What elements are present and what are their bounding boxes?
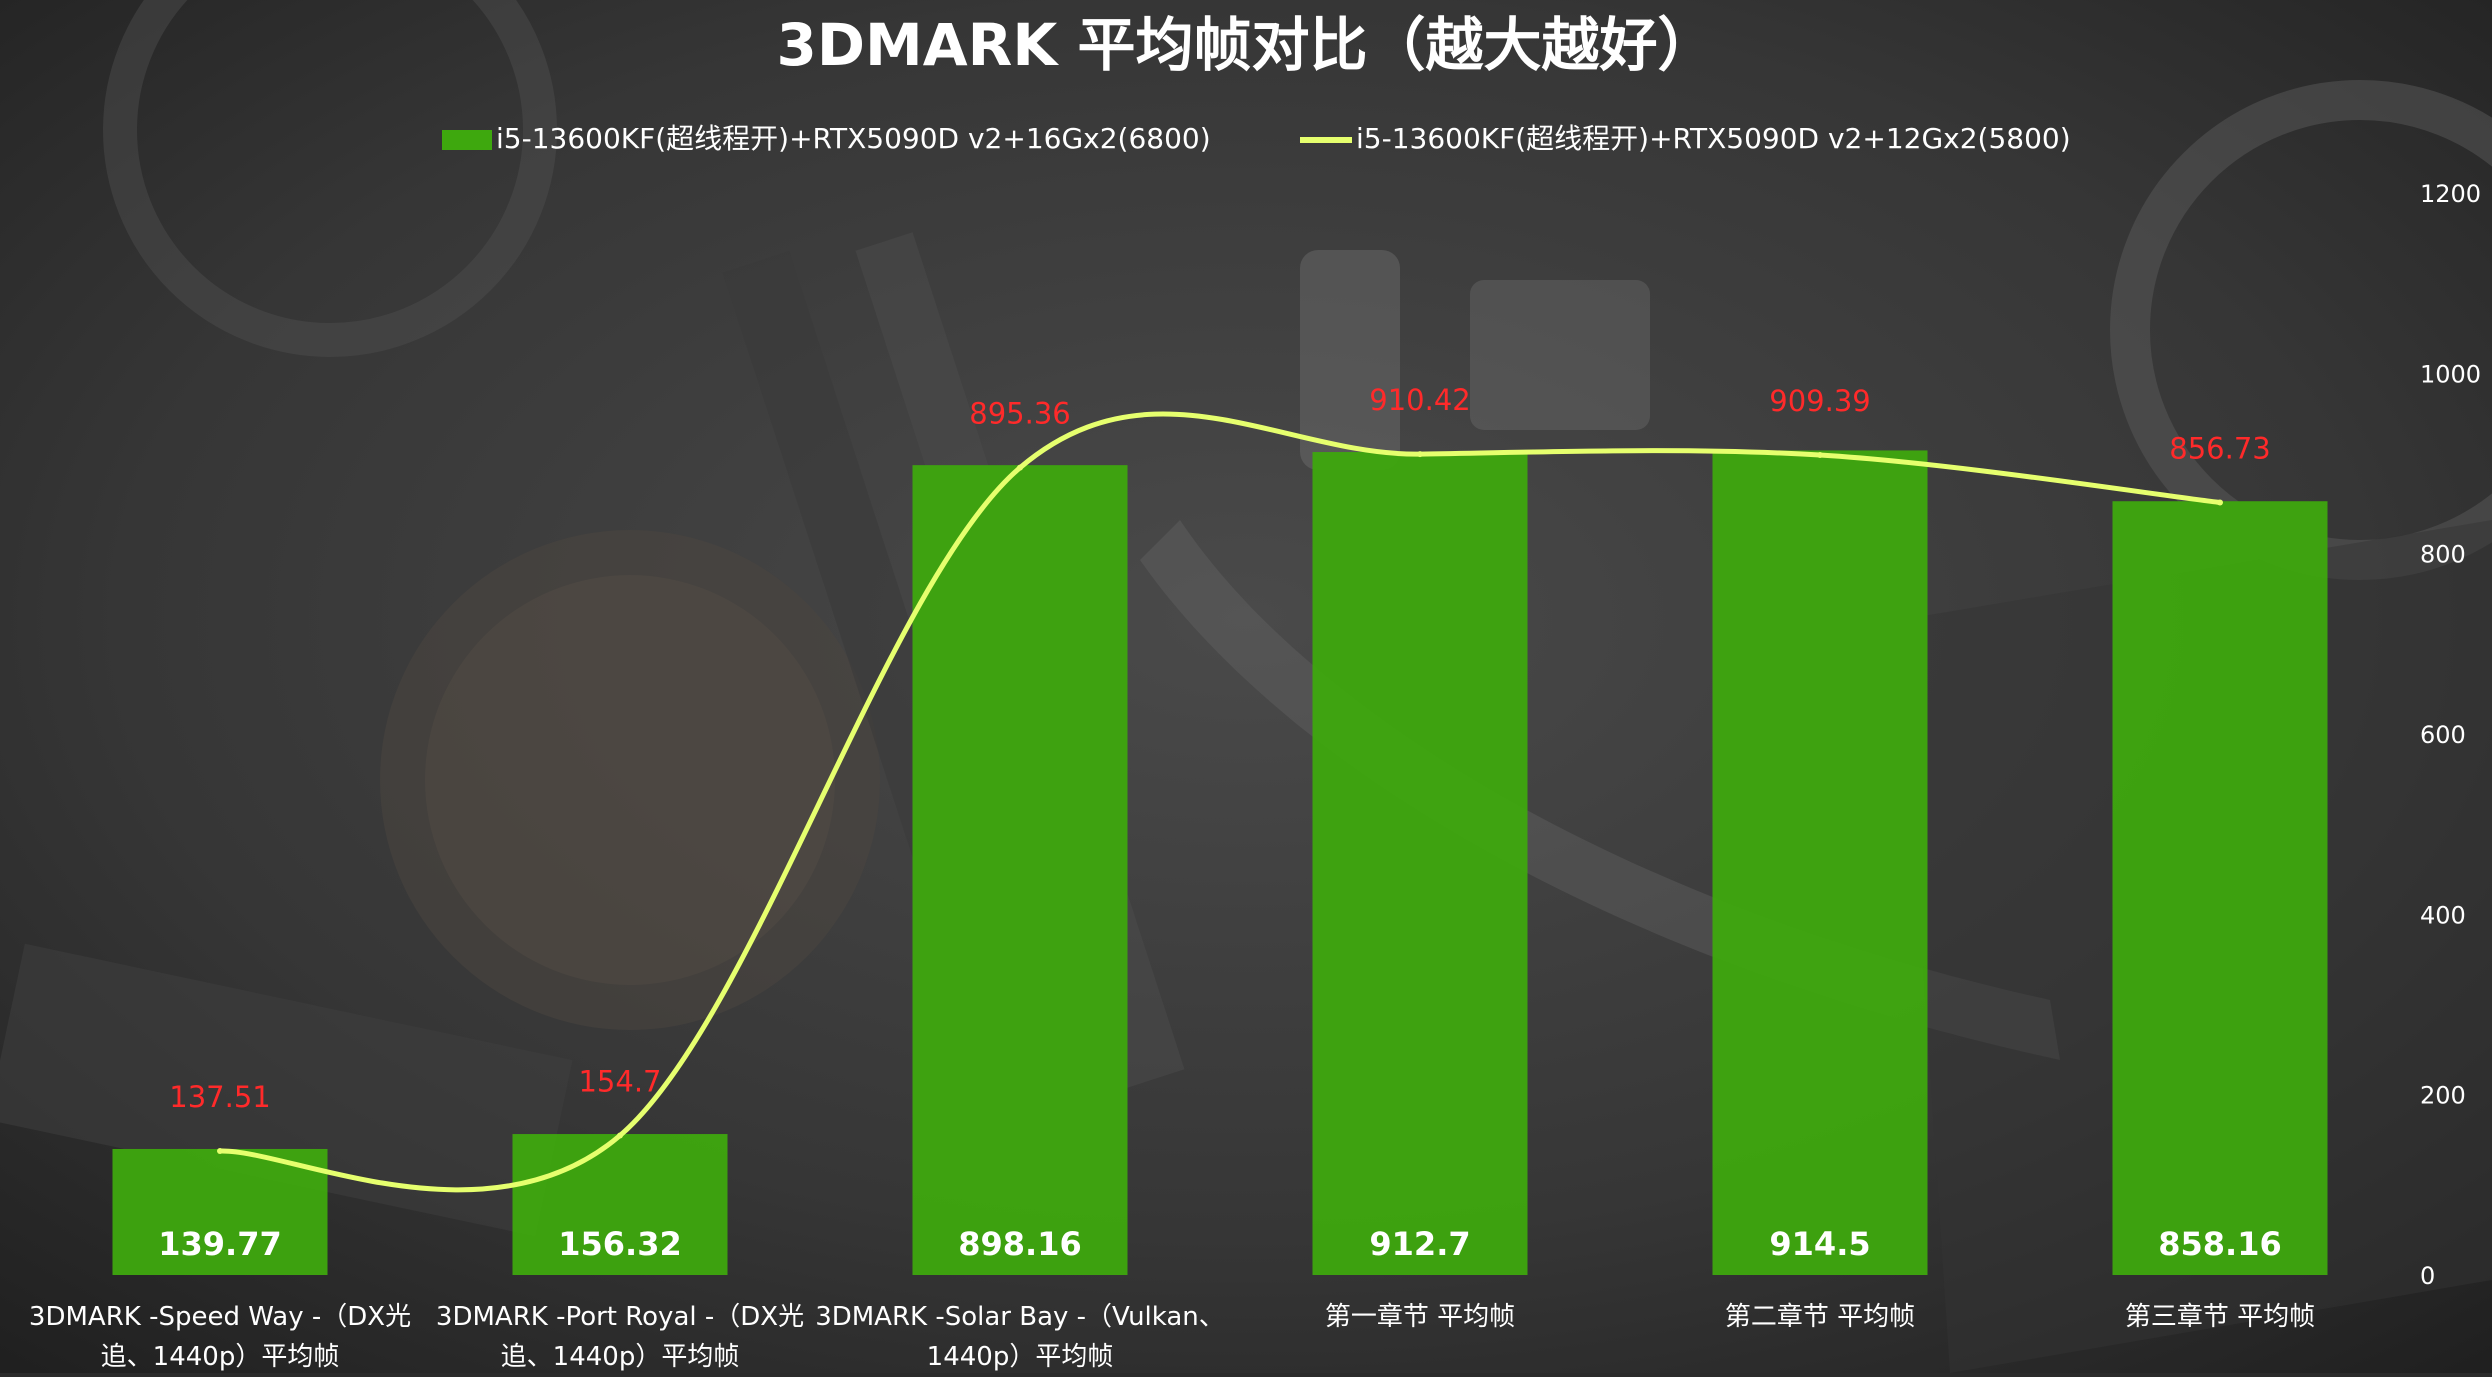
- x-category-label: 第一章节 平均帧: [1325, 1302, 1515, 1332]
- line-series-path: [219, 411, 2221, 1193]
- line-point-2: [617, 1132, 623, 1139]
- x-category-label: 3DMARK -Speed Way -（DX光追、1440p）平均帧: [29, 1302, 411, 1372]
- bar-value-label: 156.32: [558, 1225, 681, 1263]
- line-value-label: 909.39: [1769, 384, 1870, 418]
- y-tick-label: 600: [2420, 721, 2466, 749]
- legend-label-line: i5-13600KF(超线程开)+RTX5090D v2+12Gx2(5800): [1356, 122, 2071, 155]
- bar-value-label: 139.77: [158, 1225, 281, 1263]
- y-tick-label: 400: [2420, 901, 2466, 929]
- bar-labels-group: 139.77 156.32 898.16 912.7 914.5 858.16: [158, 1225, 2281, 1263]
- line-point-5: [1817, 452, 1823, 459]
- line-value-label: 154.7: [578, 1065, 661, 1099]
- bar-2: [512, 1134, 728, 1275]
- bar-value-label: 898.16: [958, 1225, 1081, 1263]
- x-category-label: 3DMARK -Port Royal -（DX光追、1440p）平均帧: [436, 1302, 804, 1372]
- chart-title: 3DMARK 平均帧对比（越大越好）: [777, 11, 1716, 79]
- x-category-label: 第二章节 平均帧: [1725, 1302, 1915, 1332]
- line-value-label: 137.51: [169, 1080, 270, 1114]
- x-category-label: 3DMARK -Solar Bay -（Vulkan、 1440p）平均帧: [815, 1302, 1225, 1372]
- bar-6: [2112, 501, 2328, 1276]
- line-labels-group: 137.51 154.7 895.36 910.42 909.39 856.73: [169, 383, 2270, 1114]
- x-axis: 3DMARK -Speed Way -（DX光追、1440p）平均帧 3DMARK…: [29, 1302, 2315, 1372]
- bars-group: [112, 450, 2328, 1276]
- line-point-3: [1017, 464, 1023, 471]
- legend-label-bar: i5-13600KF(超线程开)+RTX5090D v2+16Gx2(6800): [496, 122, 1211, 155]
- y-axis: 0 200 400 600 800 1000 1200: [2420, 180, 2481, 1290]
- line-value-label: 910.42: [1369, 383, 1470, 417]
- bar-4: [1312, 452, 1528, 1275]
- line-point-6: [2217, 499, 2223, 506]
- y-tick-label: 200: [2420, 1082, 2466, 1110]
- x-category-label: 第三章节 平均帧: [2125, 1302, 2315, 1332]
- y-tick-label: 1200: [2420, 180, 2481, 208]
- bar-value-label: 912.7: [1369, 1225, 1470, 1263]
- bar-3: [912, 465, 1128, 1275]
- line-series-group: [217, 411, 2223, 1193]
- line-value-label: 856.73: [2169, 432, 2270, 466]
- bar-value-label: 858.16: [2158, 1225, 2281, 1263]
- legend-swatch-bar: [442, 130, 492, 150]
- y-tick-label: 800: [2420, 541, 2466, 569]
- line-value-label: 895.36: [969, 397, 1070, 431]
- bar-1: [112, 1148, 328, 1275]
- y-tick-label: 1000: [2420, 360, 2481, 388]
- y-tick-label: 0: [2420, 1262, 2435, 1290]
- line-point-4: [1417, 451, 1423, 458]
- bar-5: [1712, 450, 1928, 1275]
- legend: i5-13600KF(超线程开)+RTX5090D v2+16Gx2(6800)…: [442, 122, 2071, 155]
- line-point-1: [217, 1148, 223, 1155]
- bar-value-label: 914.5: [1769, 1225, 1870, 1263]
